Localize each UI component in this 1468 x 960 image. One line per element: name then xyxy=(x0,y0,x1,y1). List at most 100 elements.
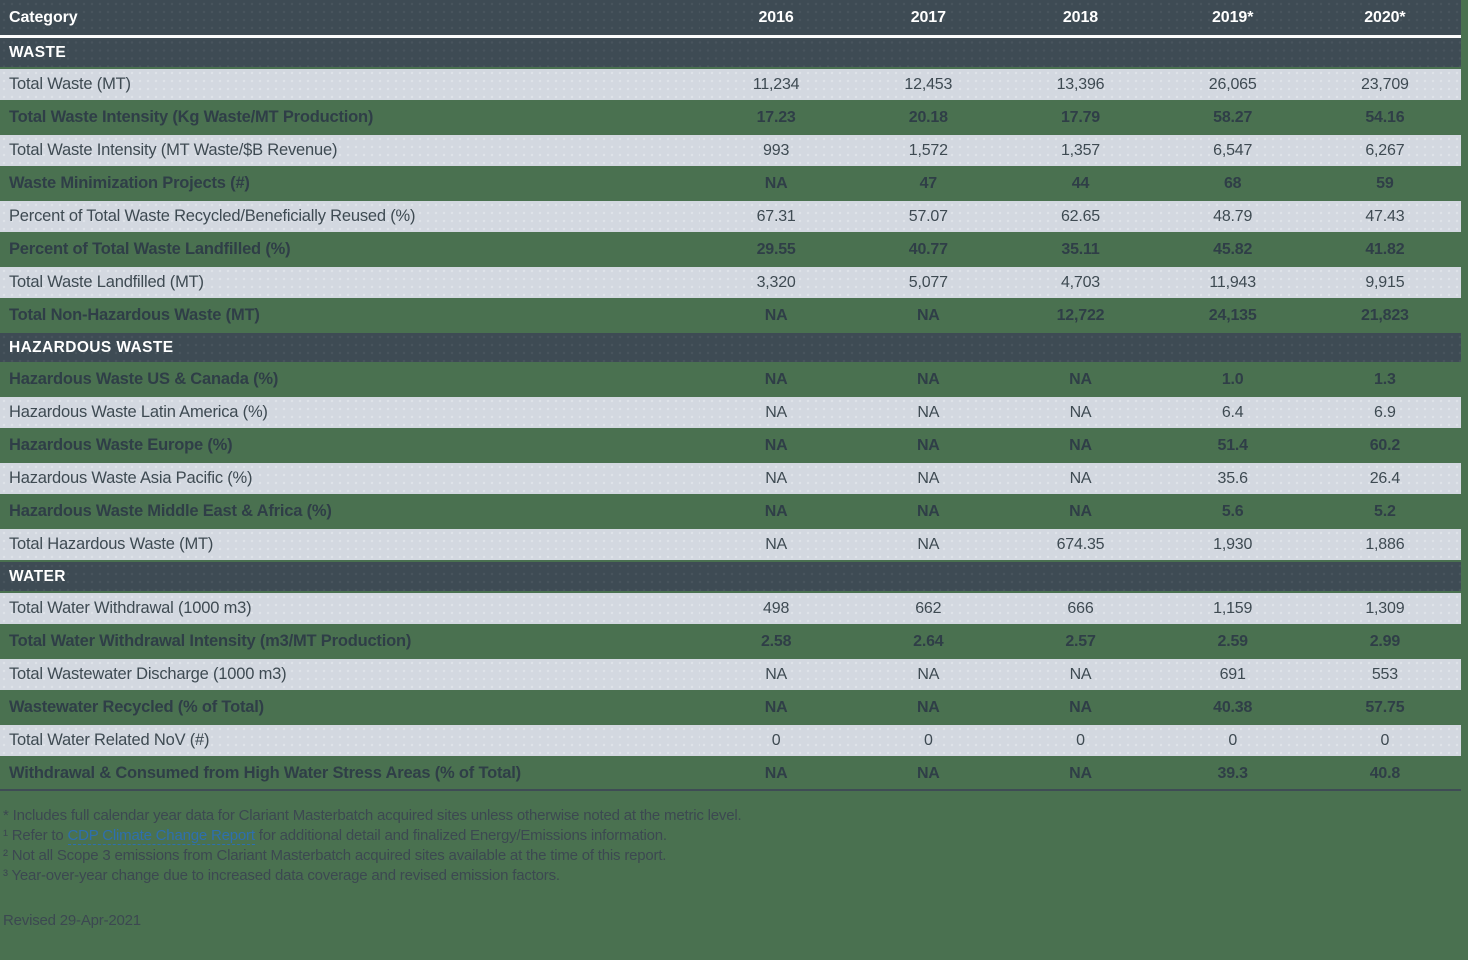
footnote-cdp-report: ¹ Refer to CDP Climate Change Report for… xyxy=(3,826,1468,846)
cell-value: 39.3 xyxy=(1156,756,1309,791)
row-label: Total Waste (MT) xyxy=(0,67,701,101)
table-row-total-waste-mt: Total Waste (MT) 11,234 12,453 13,396 26,065… xyxy=(0,67,1461,101)
cell-value: 553 xyxy=(1308,657,1461,691)
column-header-2018: 2018 xyxy=(1004,0,1157,38)
cell-value: 666 xyxy=(1004,591,1157,625)
cell-value: 5,077 xyxy=(852,265,1005,299)
cell-value: 1.0 xyxy=(1156,362,1309,396)
cell-value: 5.6 xyxy=(1156,494,1309,528)
cell-value: 2.59 xyxy=(1156,624,1309,658)
cell-value: 0 xyxy=(700,723,853,757)
section-title: WATER xyxy=(0,560,1461,592)
cell-value: NA xyxy=(1004,494,1157,528)
cell-value: NA xyxy=(700,298,853,332)
cell-value: NA xyxy=(852,461,1005,495)
cell-value: 662 xyxy=(852,591,1005,625)
row-label: Waste Minimization Projects (#) xyxy=(0,166,701,200)
cell-value: 67.31 xyxy=(700,199,853,233)
cell-value: 44 xyxy=(1004,166,1157,200)
cell-value: NA xyxy=(1004,690,1157,724)
cell-value: 20.18 xyxy=(852,100,1005,134)
row-label: Total Water Related NoV (#) xyxy=(0,723,701,757)
cell-value: 51.4 xyxy=(1156,428,1309,462)
row-label: Hazardous Waste Asia Pacific (%) xyxy=(0,461,701,495)
table-row-hazardous-waste-latin-america: Hazardous Waste Latin America (%) NA NA NA 6… xyxy=(0,395,1461,429)
cell-value: 6,547 xyxy=(1156,133,1309,167)
row-label: Hazardous Waste US & Canada (%) xyxy=(0,362,701,396)
cell-value: 68 xyxy=(1156,166,1309,200)
cell-value: 6,267 xyxy=(1308,133,1461,167)
cell-value: 35.6 xyxy=(1156,461,1309,495)
cell-value: 1,159 xyxy=(1156,591,1309,625)
cell-value: 3,320 xyxy=(700,265,853,299)
cell-value: NA xyxy=(852,494,1005,528)
cell-value: 40.38 xyxy=(1156,690,1309,724)
cell-value: 6.4 xyxy=(1156,395,1309,429)
row-label: Total Non-Hazardous Waste (MT) xyxy=(0,298,701,332)
cell-value: NA xyxy=(700,461,853,495)
cell-value: 2.64 xyxy=(852,624,1005,658)
cell-value: 993 xyxy=(700,133,853,167)
cell-value: 674.35 xyxy=(1004,527,1157,561)
row-label: Percent of Total Waste Landfilled (%) xyxy=(0,232,701,266)
cell-value: NA xyxy=(852,657,1005,691)
cell-value: NA xyxy=(852,428,1005,462)
cell-value: 0 xyxy=(1156,723,1309,757)
row-label: Total Hazardous Waste (MT) xyxy=(0,527,701,561)
table-row-total-waste-intensity-kg-waste-mt-production: Total Waste Intensity (Kg Waste/MT Produ… xyxy=(0,100,1461,134)
table-row-total-hazardous-waste-mt: Total Hazardous Waste (MT) NA NA 674.35 1,93… xyxy=(0,527,1461,561)
footnote-scope3: ² Not all Scope 3 emissions from Clarian… xyxy=(3,847,667,864)
cell-value: 11,234 xyxy=(700,67,853,101)
table-row-total-water-withdrawal-intensity-m3-mt-production: Total Water Withdrawal Intensity (m3/MT … xyxy=(0,624,1461,658)
cell-value: 0 xyxy=(1004,723,1157,757)
cell-value: 24,135 xyxy=(1156,298,1309,332)
row-label: Withdrawal & Consumed from High Water St… xyxy=(0,756,701,791)
esg-metrics-table: Category 2016 2017 2018 2019* 2020* WAST… xyxy=(0,0,1461,791)
row-label: Hazardous Waste Europe (%) xyxy=(0,428,701,462)
row-label: Total Water Withdrawal (1000 m3) xyxy=(0,591,701,625)
cell-value: NA xyxy=(852,362,1005,396)
cell-value: 2.99 xyxy=(1308,624,1461,658)
table-row-withdrawal-consumed-from-high-water-stress-areas-of-total: Withdrawal & Consumed from High Water St… xyxy=(0,756,1461,791)
cell-value: 1.3 xyxy=(1308,362,1461,396)
cell-value: NA xyxy=(1004,362,1157,396)
cell-value: 11,943 xyxy=(1156,265,1309,299)
cell-value: NA xyxy=(700,362,853,396)
section-title: WASTE xyxy=(0,35,1461,68)
cell-value: 498 xyxy=(700,591,853,625)
row-label: Hazardous Waste Middle East & Africa (%) xyxy=(0,494,701,528)
cell-value: NA xyxy=(1004,428,1157,462)
cell-value: 0 xyxy=(1308,723,1461,757)
table-row-hazardous-waste-middle-east-africa: Hazardous Waste Middle East & Africa (%)… xyxy=(0,494,1461,528)
row-label: Hazardous Waste Latin America (%) xyxy=(0,395,701,429)
row-label: Total Waste Intensity (MT Waste/$B Reven… xyxy=(0,133,701,167)
cell-value: NA xyxy=(700,428,853,462)
footnote-acquired-sites: * Includes full calendar year data for C… xyxy=(3,807,742,824)
cell-value: 5.2 xyxy=(1308,494,1461,528)
cell-value: NA xyxy=(1004,657,1157,691)
cell-value: 40.77 xyxy=(852,232,1005,266)
table-row-total-water-withdrawal-1000-m3: Total Water Withdrawal (1000 m3) 498 662 66… xyxy=(0,591,1461,625)
section-row-water: WATER xyxy=(0,560,1461,592)
table-body: WASTE Total Waste (MT) 11,234 12,453 13,396 2… xyxy=(0,35,1461,791)
column-header-2019: 2019* xyxy=(1156,0,1309,38)
cell-value: 26,065 xyxy=(1156,67,1309,101)
column-header-2017: 2017 xyxy=(852,0,1005,38)
cell-value: 62.65 xyxy=(1004,199,1157,233)
cell-value: 54.16 xyxy=(1308,100,1461,134)
cell-value: NA xyxy=(1004,461,1157,495)
table-row-waste-minimization-projects: Waste Minimization Projects (#) NA 47 44 68 5… xyxy=(0,166,1461,200)
cell-value: 57.75 xyxy=(1308,690,1461,724)
cell-value: NA xyxy=(700,527,853,561)
footnote-cdp-pre: ¹ Refer to xyxy=(3,827,68,844)
table-row-hazardous-waste-us-canada: Hazardous Waste US & Canada (%) NA NA NA 1.0… xyxy=(0,362,1461,396)
section-row-hazardous-waste: HAZARDOUS WASTE xyxy=(0,331,1461,363)
cell-value: 1,572 xyxy=(852,133,1005,167)
row-label: Percent of Total Waste Recycled/Benefici… xyxy=(0,199,701,233)
cell-value: NA xyxy=(1004,756,1157,791)
section-row-waste: WASTE xyxy=(0,35,1461,68)
cell-value: 1,357 xyxy=(1004,133,1157,167)
cell-value: NA xyxy=(852,756,1005,791)
table-row-hazardous-waste-europe: Hazardous Waste Europe (%) NA NA NA 51.4 60.2 xyxy=(0,428,1461,462)
cdp-climate-change-report-link[interactable]: CDP Climate Change Report xyxy=(67,827,255,845)
